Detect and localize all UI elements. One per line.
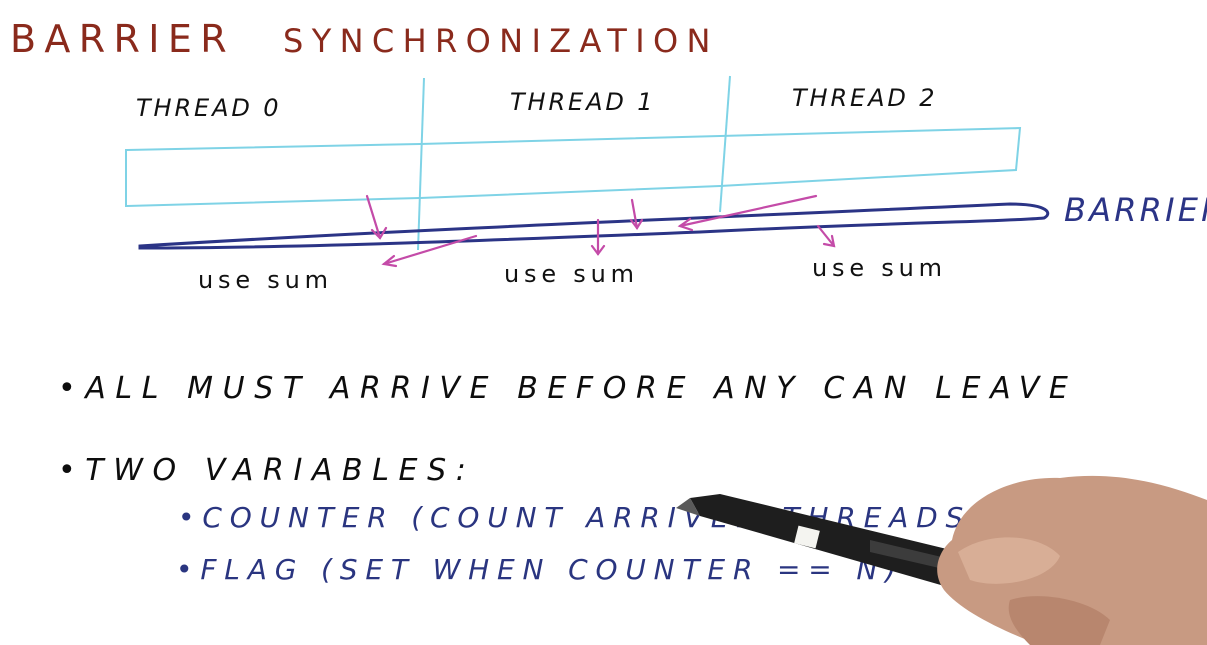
arrow-thread1-a	[630, 198, 639, 230]
hand-icon	[937, 475, 1207, 645]
arrow-thread0-down	[365, 194, 382, 240]
arrow-thread0-leave-head	[381, 254, 398, 268]
bullet-two-variables: •TWO VARIABLES:	[58, 453, 476, 488]
sub-bullet-flag: •FLAG (SET WHEN COUNTER == N)	[176, 553, 904, 586]
bullet-all-must-arrive: •ALL MUST ARRIVE BEFORE ANY CAN LEAVE	[58, 371, 1078, 406]
thread-label-0: THREAD 0	[136, 94, 282, 122]
thread-label-2: THREAD 2	[792, 84, 938, 112]
barrier-line	[138, 202, 1050, 250]
title-word-1: BARRIER	[10, 17, 236, 61]
thread-box	[125, 126, 1022, 208]
thread-label-1: THREAD 1	[510, 88, 656, 116]
arrow-thread2-arrive	[678, 194, 818, 228]
arrow-thread2-arrive-head	[677, 217, 694, 232]
page-title: BARRIER SYNCHRONIZATION	[10, 20, 719, 58]
barrier-label: BARRIER	[1064, 191, 1207, 229]
thread-divider-1	[417, 77, 425, 251]
arrow-thread1-b-head	[590, 244, 606, 256]
arrow-thread0-down-head	[370, 226, 388, 240]
title-word-2: SYNCHRONIZATION	[283, 22, 719, 60]
thread-divider-2	[719, 75, 731, 213]
arrival-arrows	[365, 194, 836, 268]
arrow-thread2-leave	[816, 224, 836, 248]
arrow-thread0-leave	[382, 234, 478, 266]
use-sum-label-0: use sum	[198, 266, 333, 294]
arrow-thread2-leave-head	[822, 234, 836, 248]
use-sum-label-2: use sum	[812, 254, 947, 282]
use-sum-label-1: use sum	[504, 260, 639, 288]
arrow-thread1-a-head	[629, 218, 644, 230]
